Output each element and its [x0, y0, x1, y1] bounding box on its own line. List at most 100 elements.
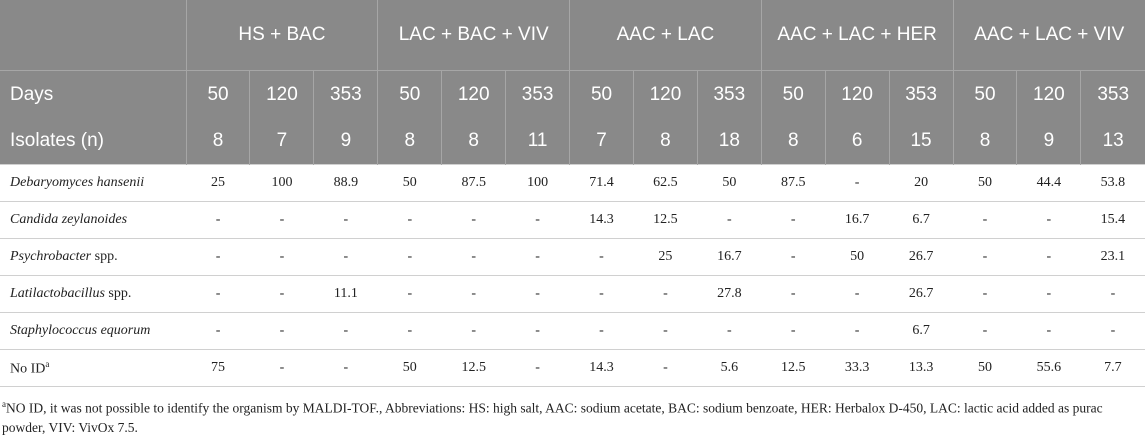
isolates-row: Isolates (n) 8 7 9 8 8 11 7 8 18 8 6 15 8 9 13	[0, 118, 1145, 165]
value-cell: 87.5	[761, 164, 826, 202]
value-cell: 12.5	[761, 349, 826, 387]
value-cell: 11.1	[313, 275, 378, 313]
value-cell: 50	[697, 164, 762, 202]
day-cell: 50	[952, 70, 1017, 118]
isolates-cell: 6	[824, 118, 890, 165]
organism-name: Staphylococcus equorum	[10, 323, 151, 338]
value-cell: -	[186, 238, 250, 276]
value-cell: -	[953, 201, 1017, 239]
value-cell: -	[249, 275, 314, 313]
footnote-mark: a	[2, 399, 6, 409]
value-cell: -	[1016, 275, 1081, 313]
value-cell: 14.3	[569, 349, 634, 387]
value-cell: -	[505, 312, 570, 350]
value-cell: -	[249, 312, 314, 350]
day-cell: 120	[824, 70, 890, 118]
data-row: No IDa 75- -50 12.5-14.3-5.6 12.5 33.3 13.3 50 5…	[0, 349, 1145, 387]
day-cell: 120	[632, 70, 698, 118]
value-cell: -	[186, 275, 250, 313]
isolates-cell: 11	[505, 118, 570, 165]
value-cell: 100	[249, 164, 314, 202]
value-cell: 27.8	[697, 275, 762, 313]
data-row: Debaryomyces hansenii 25 100 88.9 50 87.5 100 7…	[0, 164, 1145, 202]
value-cell: 16.7	[825, 201, 890, 239]
value-cell: 13.3	[889, 349, 954, 387]
value-cell: -	[505, 275, 570, 313]
day-cell: 50	[569, 70, 634, 118]
value-cell: 50	[953, 349, 1017, 387]
isolates-cell: 8	[952, 118, 1017, 165]
value-cell: 26.7	[889, 275, 954, 313]
name-suffix: spp.	[108, 286, 132, 301]
value-cell: -	[186, 201, 250, 239]
isolates-cell: 8	[185, 118, 250, 165]
value-cell: -	[505, 238, 570, 276]
days-row: Days 50 120 353 50 120 353 50 120 353 50 120 353 50 12…	[0, 70, 1145, 118]
day-cell: 353	[1080, 70, 1145, 118]
value-cell: -	[569, 275, 634, 313]
row-label: Debaryomyces hansenii	[0, 164, 187, 202]
isolates-cell: 9	[313, 118, 378, 165]
value-cell: 50	[825, 238, 890, 276]
row-name: No ID	[10, 361, 46, 377]
group-header: AAC + LAC + VIV	[952, 0, 1145, 71]
data-row: Staphylococcus equorum - - - - - - - - - - -6.7- - -	[0, 312, 1145, 350]
value-cell: -	[1016, 312, 1081, 350]
value-cell: -	[377, 275, 442, 313]
value-cell: -	[1016, 238, 1081, 276]
value-cell: -	[505, 349, 570, 387]
organism-name: Debaryomyces hansenii	[10, 175, 145, 190]
value-cell: -	[953, 312, 1017, 350]
day-cell: 353	[696, 70, 762, 118]
value-cell: -	[441, 238, 506, 276]
group-header: LAC + BAC + VIV	[377, 0, 570, 71]
day-cell: 353	[505, 70, 570, 118]
value-cell: -	[825, 275, 890, 313]
value-cell: -	[761, 238, 826, 276]
value-cell: -	[441, 275, 506, 313]
isolates-cell: 8	[441, 118, 506, 165]
value-cell: 55.6	[1016, 349, 1081, 387]
value-cell: -	[313, 238, 378, 276]
value-cell: 50	[377, 349, 442, 387]
value-cell: 53.8	[1080, 164, 1145, 202]
value-cell: -	[761, 201, 826, 239]
isolates-cell: 9	[1016, 118, 1081, 165]
footnote: aNO ID, it was not possible to identify …	[0, 387, 1145, 437]
value-cell: 12.5	[633, 201, 698, 239]
value-cell: -	[825, 164, 890, 202]
value-cell: 6.7	[889, 201, 954, 239]
value-cell: 7.7	[1080, 349, 1145, 387]
value-cell: 71.4	[569, 164, 634, 202]
isolates-cell: 8	[760, 118, 826, 165]
value-cell: -	[953, 238, 1017, 276]
day-cell: 353	[888, 70, 954, 118]
group-header-row: HS + BAC LAC + BAC + VIV AAC + LAC AAC + LA…	[0, 0, 1145, 71]
value-cell: 50	[377, 164, 442, 202]
day-cell: 353	[313, 70, 378, 118]
value-cell: 100	[505, 164, 570, 202]
value-cell: -	[377, 238, 442, 276]
value-cell: -	[633, 275, 698, 313]
value-cell: -	[697, 312, 762, 350]
value-cell: -	[505, 201, 570, 239]
isolates-cell: 8	[377, 118, 442, 165]
value-cell: 44.4	[1016, 164, 1081, 202]
value-cell: -	[633, 312, 698, 350]
corner-cell	[0, 0, 187, 71]
value-cell: -	[313, 201, 378, 239]
value-cell: 75	[186, 349, 250, 387]
data-row: Psychrobacter spp. - - - - - - -25 16.7-50 26.7- -…	[0, 238, 1145, 276]
value-cell: -	[249, 349, 314, 387]
row-label: Candida zeylanoides	[0, 201, 187, 239]
data-row: Latilactobacillus spp. - -11.1- - - - -27.8- -2…	[0, 275, 1145, 313]
day-cell: 50	[377, 70, 442, 118]
name-suffix: spp.	[94, 249, 118, 264]
value-cell: -	[953, 275, 1017, 313]
value-cell: 87.5	[441, 164, 506, 202]
value-cell: 88.9	[313, 164, 378, 202]
data-row: Candida zeylanoides - - - - - -14.3 12.5- -16.7 6…	[0, 201, 1145, 239]
value-cell: -	[313, 312, 378, 350]
data-table: HS + BAC LAC + BAC + VIV AAC + LAC AAC + LA…	[0, 0, 1145, 387]
